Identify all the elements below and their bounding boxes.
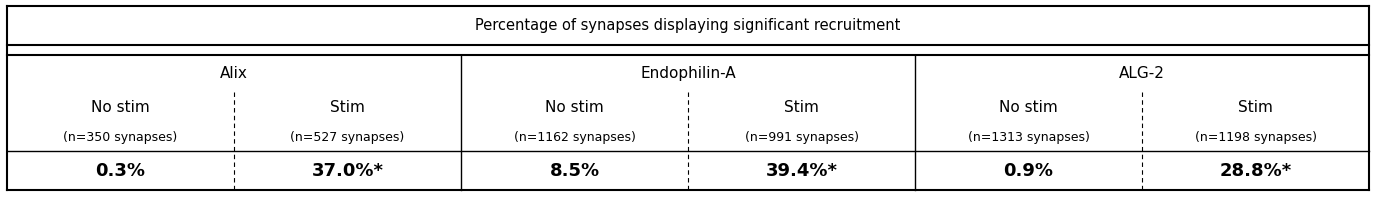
Text: (n=1198 synapses): (n=1198 synapses) [1194,131,1317,144]
Text: No stim: No stim [545,100,604,115]
Text: 8.5%: 8.5% [549,162,600,180]
Text: (n=350 synapses): (n=350 synapses) [63,131,178,144]
Text: Stim: Stim [330,100,365,115]
Text: Stim: Stim [784,100,819,115]
Text: 37.0%*: 37.0%* [311,162,384,180]
Text: 28.8%*: 28.8%* [1219,162,1292,180]
Text: Percentage of synapses displaying significant recruitment: Percentage of synapses displaying signif… [475,18,901,33]
Text: No stim: No stim [999,100,1058,115]
Text: 0.9%: 0.9% [1003,162,1054,180]
Text: 0.3%: 0.3% [95,162,146,180]
Text: Alix: Alix [220,66,248,81]
Text: Endophilin-A: Endophilin-A [640,66,736,81]
Text: No stim: No stim [91,100,150,115]
Text: (n=1162 synapses): (n=1162 synapses) [513,131,636,144]
Text: (n=527 synapses): (n=527 synapses) [290,131,405,144]
Text: Stim: Stim [1238,100,1273,115]
Text: (n=1313 synapses): (n=1313 synapses) [967,131,1090,144]
Text: 39.4%*: 39.4%* [765,162,838,180]
Text: ALG-2: ALG-2 [1119,66,1165,81]
Text: (n=991 synapses): (n=991 synapses) [744,131,859,144]
